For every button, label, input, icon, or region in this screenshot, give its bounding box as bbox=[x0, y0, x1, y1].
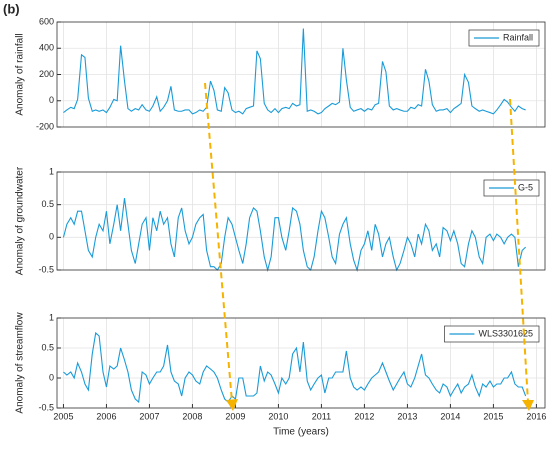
x-tick-label: 2013 bbox=[397, 411, 417, 421]
lag-arrow bbox=[509, 98, 529, 403]
legend-box bbox=[468, 29, 540, 47]
y-tick-label: 0 bbox=[49, 372, 54, 382]
plot-frame bbox=[56, 317, 546, 409]
y-axis-label: Anomaly of streamflow bbox=[15, 312, 26, 414]
y-tick-label: 1 bbox=[49, 312, 54, 322]
y-tick-label: -200 bbox=[36, 121, 54, 131]
arrow-head bbox=[226, 399, 238, 411]
legend-label: WLS3301625 bbox=[478, 328, 533, 338]
legend: G-5 bbox=[483, 179, 540, 197]
data-line bbox=[62, 198, 527, 273]
y-tick-label: 0 bbox=[49, 232, 54, 242]
plots: 600 400 200 0 -200 Anomaly of rainfall Rainfal… bbox=[15, 16, 547, 437]
x-tick-label: 2010 bbox=[268, 411, 288, 421]
legend-box bbox=[444, 325, 540, 343]
y-tick-label: 1 bbox=[49, 166, 54, 176]
y-tick-label: 600 bbox=[39, 16, 54, 26]
x-axis-label: Time (years) bbox=[273, 427, 329, 438]
x-tick-label: 2014 bbox=[440, 411, 460, 421]
plot-area bbox=[57, 172, 545, 270]
legend: WLS3301625 bbox=[444, 325, 540, 343]
y-tick-label: 400 bbox=[39, 43, 54, 53]
y-tick-label: -0.5 bbox=[38, 264, 54, 274]
legend: Rainfall bbox=[468, 29, 540, 47]
x-tick-label: 2016 bbox=[526, 411, 546, 421]
x-tick-label: 2015 bbox=[483, 411, 503, 421]
legend-label: G-5 bbox=[518, 182, 533, 192]
x-tick-label: 2007 bbox=[139, 411, 159, 421]
y-axis-label: Anomaly of rainfall bbox=[15, 33, 26, 115]
y-tick-label: 0.5 bbox=[41, 342, 54, 352]
plot-frame bbox=[56, 21, 546, 128]
x-tick-label: 2008 bbox=[182, 411, 202, 421]
x-tick-label: 2005 bbox=[53, 411, 73, 421]
data-line bbox=[63, 28, 526, 115]
data-line bbox=[63, 331, 527, 404]
x-tick-label: 2006 bbox=[96, 411, 116, 421]
arrow-head bbox=[522, 400, 534, 411]
x-tick-label: 2011 bbox=[312, 411, 331, 421]
y-tick-label: -0.5 bbox=[38, 402, 54, 412]
plot-frame bbox=[56, 171, 546, 271]
lag-arrows bbox=[204, 82, 529, 403]
x-tick-label: 2009 bbox=[225, 411, 245, 421]
y-tick-label: 0.5 bbox=[41, 199, 54, 209]
y-tick-label: 200 bbox=[39, 69, 54, 79]
panel-label: (b) bbox=[3, 1, 20, 16]
lag-arrow bbox=[204, 82, 233, 403]
legend-label: Rainfall bbox=[503, 32, 533, 42]
y-tick-label: 0 bbox=[49, 95, 54, 105]
x-tick-label: 2012 bbox=[354, 411, 374, 421]
y-axis-label: Anomaly of groundwater bbox=[15, 166, 26, 275]
